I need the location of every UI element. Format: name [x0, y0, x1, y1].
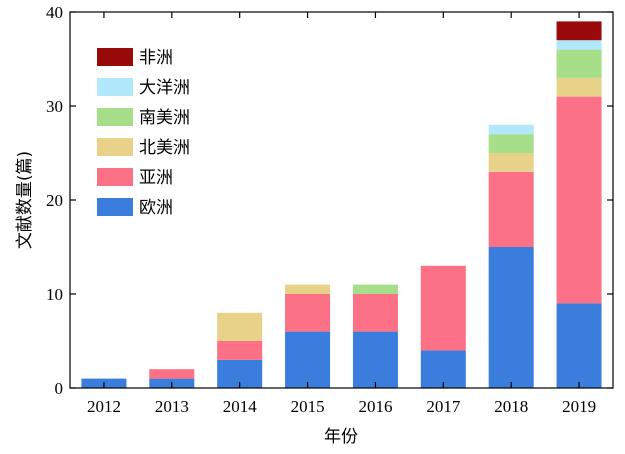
- bar-2014-series-1: [217, 341, 263, 360]
- legend-label: 大洋洲: [139, 78, 190, 98]
- bar-2016-series-0: [352, 331, 398, 388]
- x-tick-label: 2014: [223, 397, 258, 416]
- bar-2018-series-2: [488, 153, 534, 172]
- x-tick-label: 2012: [87, 397, 121, 416]
- x-tick-label: 2018: [494, 397, 528, 416]
- bar-2018-series-4: [488, 124, 534, 135]
- bars-layer: [81, 21, 602, 388]
- bar-2015-series-2: [285, 284, 331, 294]
- legend-label: 南美洲: [139, 108, 190, 128]
- bar-2015-series-0: [285, 331, 331, 388]
- bar-2018-series-0: [488, 247, 534, 388]
- legend-swatch: [97, 48, 133, 66]
- y-tick-label: 20: [46, 191, 63, 210]
- legend-label: 北美洲: [139, 138, 190, 158]
- bar-2019-series-1: [556, 96, 602, 304]
- y-tick-label: 10: [46, 285, 63, 304]
- bar-2016-series-1: [352, 294, 398, 332]
- bar-2019-series-5: [556, 21, 602, 41]
- bar-2018-series-1: [488, 171, 534, 247]
- bar-2017-series-1: [420, 265, 466, 351]
- bar-2019-series-2: [556, 77, 602, 97]
- x-tick-label: 2013: [155, 397, 189, 416]
- x-tick-label: 2016: [358, 397, 392, 416]
- bar-2019-series-3: [556, 49, 602, 78]
- x-tick-label: 2015: [291, 397, 325, 416]
- bar-2016-series-3: [352, 284, 398, 294]
- x-axis: 2012 2013 2014 2015 2016 2017 2018 2019: [87, 12, 596, 416]
- bar-2018-series-3: [488, 134, 534, 153]
- bar-2019-series-0: [556, 303, 602, 388]
- legend-label: 欧洲: [139, 198, 173, 218]
- x-tick-label: 2017: [426, 397, 461, 416]
- y-tick-label: 30: [46, 97, 63, 116]
- x-axis-title: 年份: [324, 427, 358, 447]
- y-tick-label: 40: [46, 3, 63, 22]
- bar-2015-series-1: [285, 294, 331, 332]
- y-axis-title: 文献数量(篇): [15, 151, 35, 249]
- y-axis: 0 10 20 30 40: [46, 3, 613, 398]
- bar-2017-series-0: [420, 350, 466, 388]
- legend-swatch: [97, 138, 133, 156]
- x-tick-label: 2019: [562, 397, 596, 416]
- legend-swatch: [97, 78, 133, 96]
- bar-2019-series-4: [556, 40, 602, 50]
- legend-label: 亚洲: [139, 168, 173, 188]
- legend-swatch: [97, 168, 133, 186]
- legend-label: 非洲: [139, 48, 173, 68]
- bar-2014-series-2: [217, 312, 263, 341]
- y-tick-label: 0: [55, 379, 64, 398]
- legend-swatch: [97, 198, 133, 216]
- legend-swatch: [97, 108, 133, 126]
- bar-2013-series-1: [149, 369, 195, 379]
